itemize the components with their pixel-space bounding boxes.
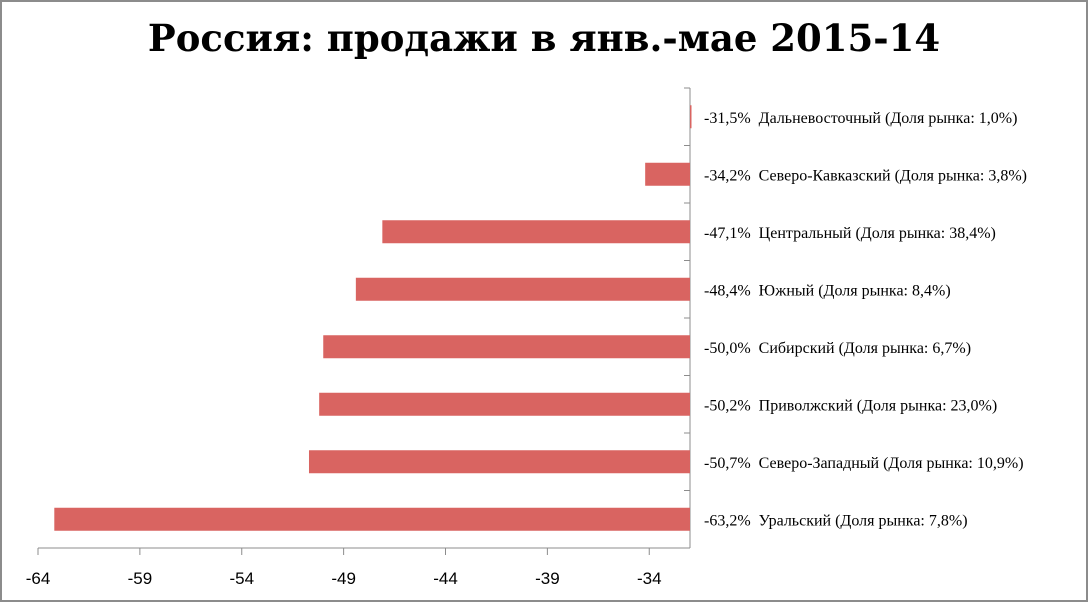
x-tick-label: -49 <box>331 569 356 588</box>
x-tick-label: -34 <box>637 569 662 588</box>
data-label: -63,2% Уральский (Доля рынка: 7,8%) <box>704 512 968 529</box>
data-label: -34,2% Северо-Кавказский (Доля рынка: 3,… <box>704 167 1027 184</box>
bar <box>308 450 690 474</box>
data-label: -50,2% Приволжский (Доля рынка: 23,0%) <box>704 397 997 414</box>
bar <box>323 335 690 359</box>
data-label: -50,7% Северо-Западный (Доля рынка: 10,9… <box>704 455 1024 472</box>
chart-title: Россия: продажи в янв.-мае 2015-14 <box>147 16 941 60</box>
x-tick-label: -54 <box>229 569 254 588</box>
x-tick-label: -64 <box>26 569 51 588</box>
bar <box>319 392 690 416</box>
data-label: -47,1% Центральный (Доля рынка: 38,4%) <box>704 225 996 242</box>
bar <box>54 507 691 531</box>
bar <box>355 277 690 301</box>
x-tick-label: -59 <box>128 569 153 588</box>
data-label: -50,0% Сибирский (Доля рынка: 6,7%) <box>704 340 971 357</box>
x-tick-label: -44 <box>433 569 458 588</box>
x-tick-label: -39 <box>535 569 560 588</box>
data-label: -31,5% Дальневосточный (Доля рынка: 1,0%… <box>704 110 1017 127</box>
data-label: -48,4% Южный (Доля рынка: 8,4%) <box>704 282 951 299</box>
bar <box>382 220 690 244</box>
bar <box>690 105 692 129</box>
bar <box>645 162 690 186</box>
